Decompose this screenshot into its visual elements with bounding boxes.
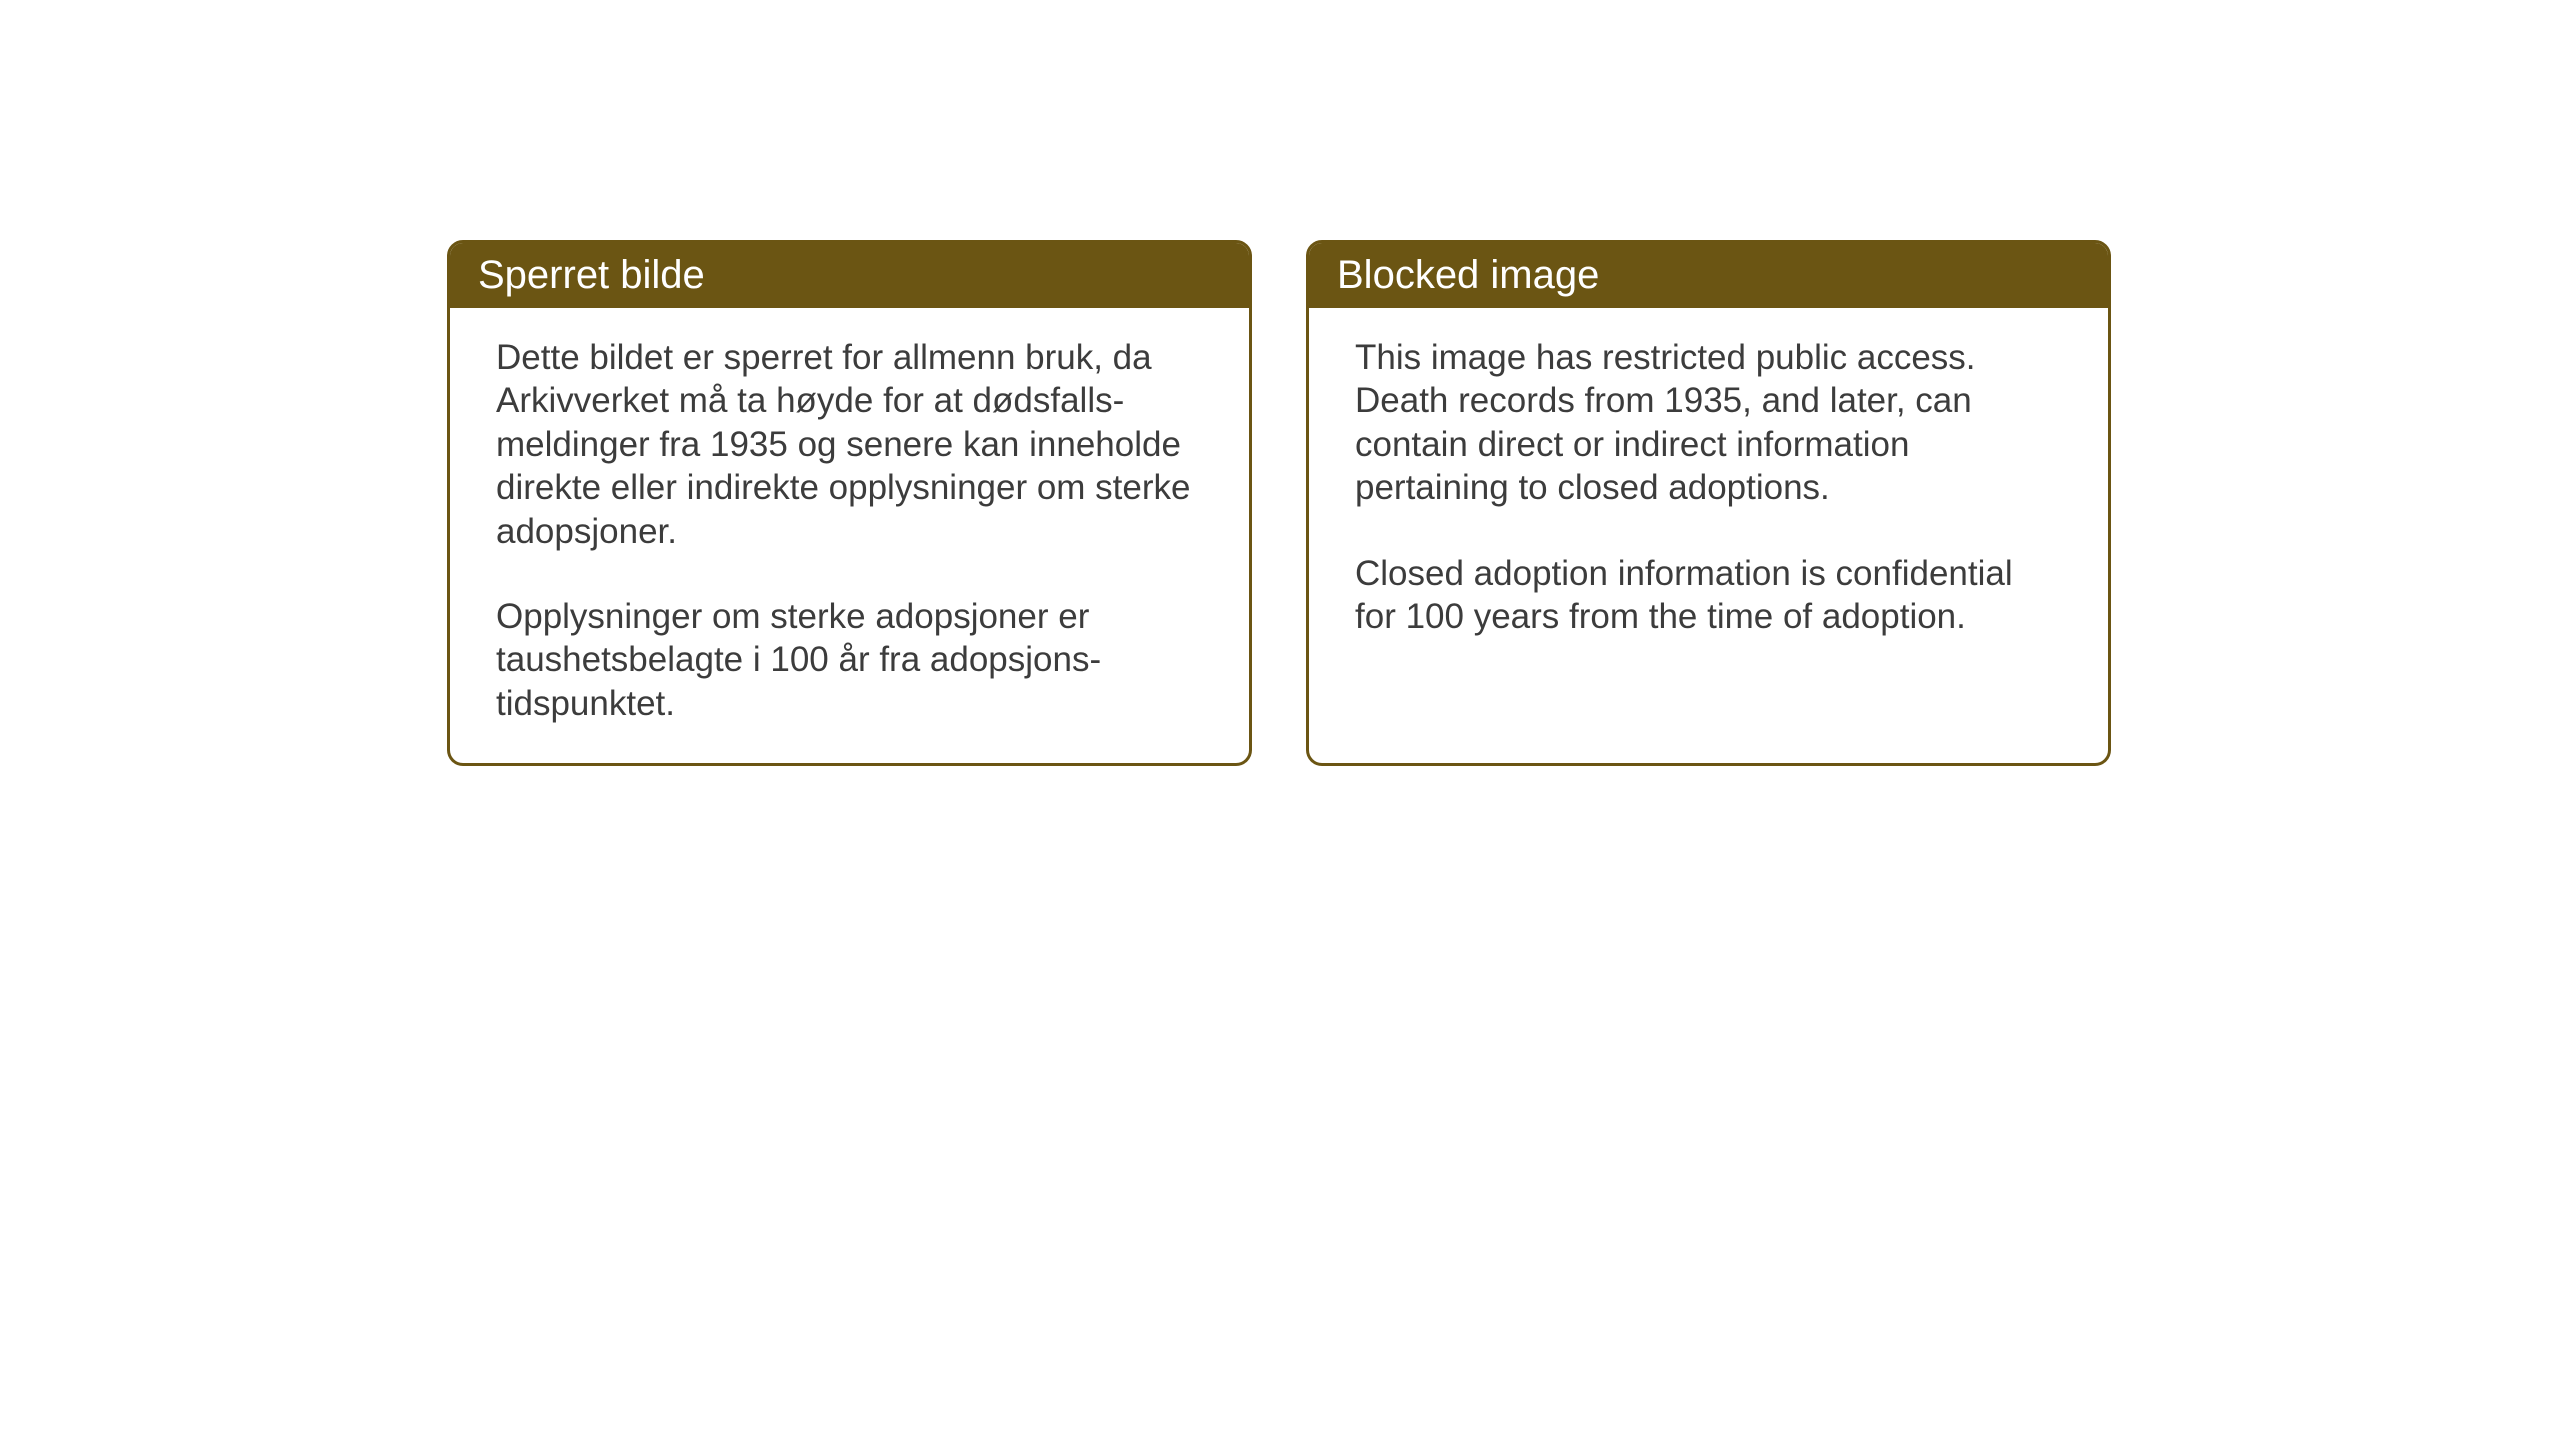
notice-box-norwegian: Sperret bilde Dette bildet er sperret fo…	[447, 240, 1252, 766]
notice-paragraph-2-norwegian: Opplysninger om sterke adopsjoner er tau…	[496, 595, 1203, 725]
notice-paragraph-2-english: Closed adoption information is confident…	[1355, 552, 2062, 639]
notice-paragraph-1-english: This image has restricted public access.…	[1355, 336, 2062, 510]
notice-title-norwegian: Sperret bilde	[478, 253, 705, 297]
notice-container: Sperret bilde Dette bildet er sperret fo…	[447, 240, 2111, 766]
notice-paragraph-1-norwegian: Dette bildet er sperret for allmenn bruk…	[496, 336, 1203, 553]
notice-body-norwegian: Dette bildet er sperret for allmenn bruk…	[450, 308, 1249, 763]
notice-title-english: Blocked image	[1337, 253, 1599, 297]
notice-body-english: This image has restricted public access.…	[1309, 308, 2108, 694]
notice-box-english: Blocked image This image has restricted …	[1306, 240, 2111, 766]
notice-header-english: Blocked image	[1309, 243, 2108, 308]
notice-header-norwegian: Sperret bilde	[450, 243, 1249, 308]
